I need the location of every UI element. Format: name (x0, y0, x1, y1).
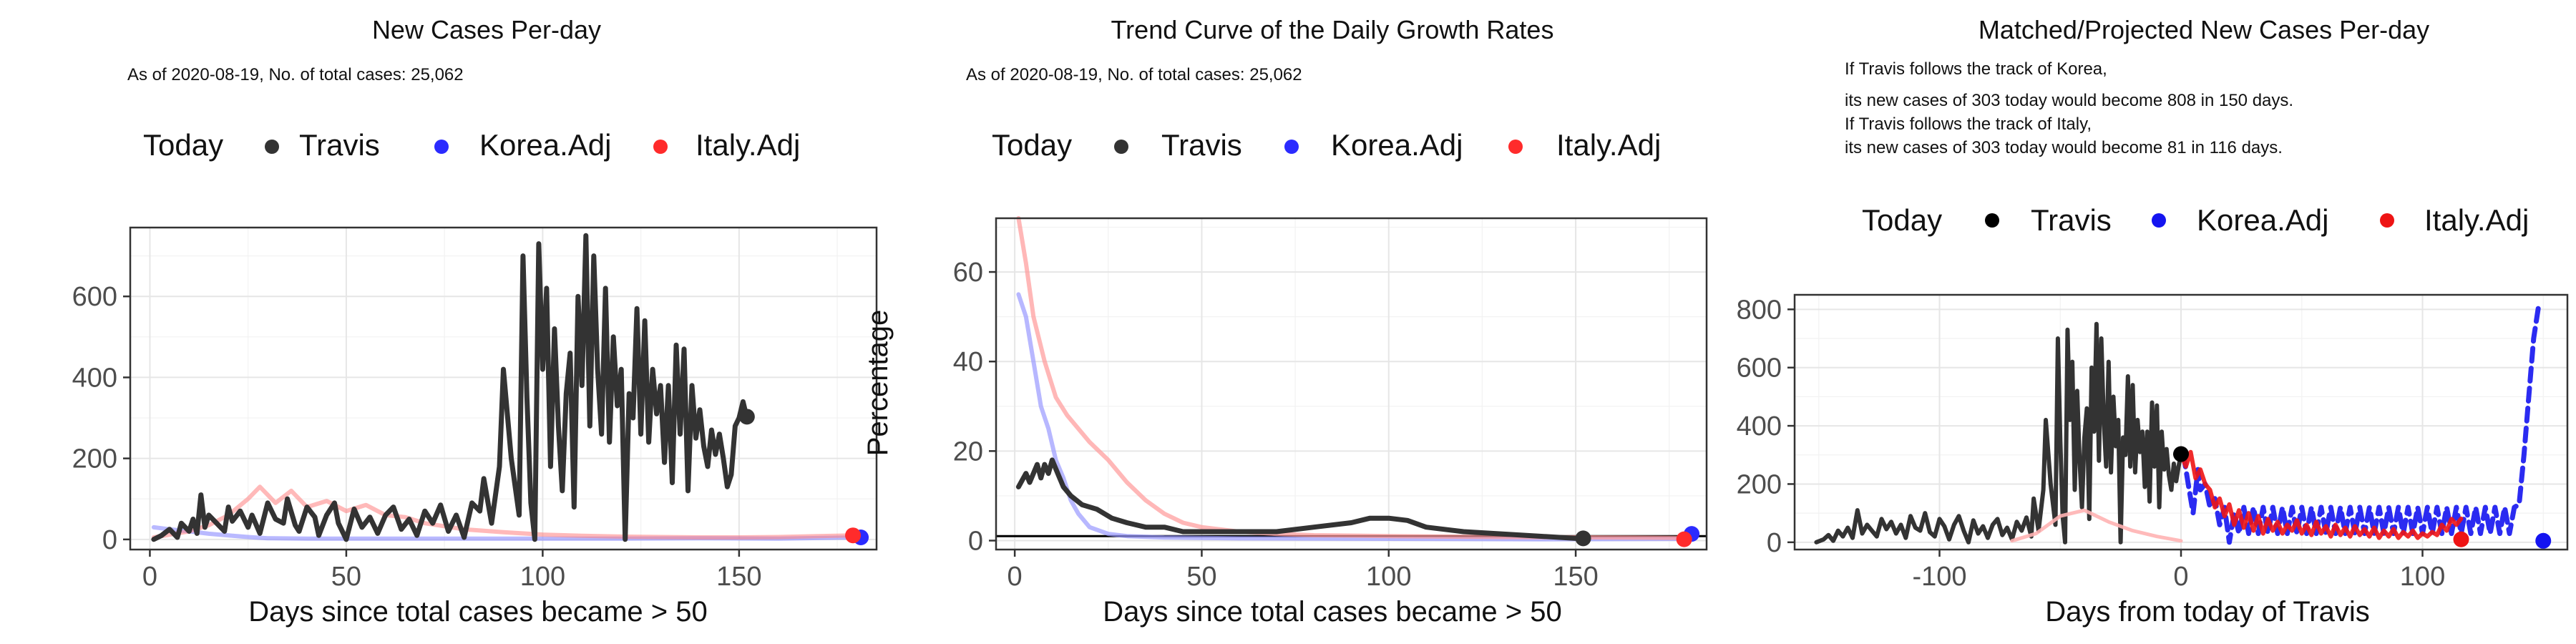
middle-legend-title: Today (992, 128, 1072, 162)
right-today-point-travis (2173, 446, 2189, 462)
left-y-tick-label: 400 (72, 363, 117, 393)
middle-y-tick-label: 0 (968, 526, 983, 556)
left-today-point-travis (738, 409, 755, 425)
right-subtitle-line-2: its new cases of 303 today would become … (1845, 91, 2293, 110)
right-subtitle-line-3: If Travis follows the track of Italy, (1845, 114, 2092, 134)
right-legend-key-travis (1985, 213, 1999, 228)
middle-legend-key-italy (1508, 140, 1523, 154)
right-x-tick-label: 100 (2400, 562, 2445, 592)
right-x-tick-label: -100 (1912, 562, 1966, 592)
middle-plot-panel: 0 50 100 150 0 20 40 60 (953, 216, 1708, 592)
middle-x-axis-label: Days since total cases became > 50 (1103, 596, 1561, 628)
left-legend-label-travis: Travis (299, 128, 380, 162)
right-legend-title: Today (1862, 203, 1942, 237)
middle-panel-title: Trend Curve of the Daily Growth Rates (1111, 15, 1554, 44)
middle-y-tick-label: 40 (953, 347, 983, 377)
middle-y-tick-label: 20 (953, 436, 983, 467)
right-legend-label-italy: Italy.Adj (2424, 203, 2529, 237)
middle-y-tick-label: 60 (953, 258, 983, 288)
middle-series-line-travis (1015, 457, 1586, 541)
middle-x-tick-label: 150 (1553, 562, 1598, 592)
left-x-tick-label: 100 (520, 562, 565, 592)
right-x-axis-label: Days from today of Travis (2045, 596, 2369, 628)
middle-panel-border (995, 217, 1708, 551)
right-plot-panel: -100 0 100 0 200 400 600 800 (1737, 293, 2569, 592)
middle-legend-label-korea: Korea.Adj (1331, 128, 1463, 162)
left-legend-label-italy: Italy.Adj (696, 128, 800, 162)
middle-legend-key-travis (1114, 140, 1128, 154)
left-legend-title: Today (143, 128, 223, 162)
right-series-line-italy-adj (2179, 449, 2464, 540)
middle-series-line-italy-adj (1016, 216, 1687, 540)
right-legend-key-italy (2380, 213, 2394, 228)
middle-y-axis-label: Percentage (862, 310, 894, 457)
right-x-tick-label: 0 (2173, 562, 2188, 592)
left-panel-border (129, 226, 878, 551)
middle-today-point-italy-adj (1676, 531, 1692, 547)
right-y-tick-label: 400 (1737, 411, 1782, 441)
middle-x-tick-label: 0 (1008, 562, 1023, 592)
left-today-point-italy-adj (845, 527, 862, 544)
left-y-tick-label: 200 (72, 444, 117, 474)
middle-plot-background (996, 218, 1707, 550)
right-subtitle-line-4: its new cases of 303 today would become … (1845, 138, 2283, 157)
middle-legend-label-travis: Travis (1161, 128, 1242, 162)
left-x-tick-label: 50 (331, 562, 361, 592)
left-y-tick-label: 600 (72, 282, 117, 312)
middle-x-tick-label: 100 (1366, 562, 1411, 592)
right-legend-label-travis: Travis (2031, 203, 2112, 237)
right-panel-title: Matched/Projected New Cases Per-day (1979, 15, 2429, 44)
left-panel-subtitle: As of 2020-08-19, No. of total cases: 25… (127, 65, 464, 84)
right-y-tick-label: 800 (1737, 295, 1782, 325)
middle-legend-key-korea (1284, 140, 1299, 154)
left-series-line-travis (151, 233, 750, 542)
right-series-line-travis-tail (2010, 508, 2183, 543)
right-legend: Today Travis Korea.Adj Italy.Adj (1862, 203, 2529, 237)
right-today-point-korea-adj (2535, 532, 2552, 549)
left-legend-key-travis (265, 140, 279, 154)
left-x-axis-label: Days since total cases became > 50 (248, 596, 707, 628)
right-today-point-italy-adj (2453, 531, 2469, 547)
right-y-tick-label: 200 (1737, 469, 1782, 499)
middle-legend-label-italy: Italy.Adj (1556, 128, 1661, 162)
left-x-tick-label: 0 (142, 562, 157, 592)
middle-legend: Today Travis Korea.Adj Italy.Adj (992, 128, 1661, 162)
right-series-line-travis (1814, 321, 2183, 545)
middle-panel-subtitle: As of 2020-08-19, No. of total cases: 25… (966, 65, 1302, 84)
middle-today-point-travis (1575, 530, 1591, 547)
left-panel-title: New Cases Per-day (372, 15, 601, 44)
right-y-tick-label: 600 (1737, 353, 1782, 384)
right-legend-label-korea: Korea.Adj (2197, 203, 2328, 237)
right-panel-border (1793, 293, 2569, 551)
left-legend-label-korea: Korea.Adj (479, 128, 611, 162)
left-y-tick-label: 0 (102, 525, 117, 555)
left-legend-key-korea (434, 140, 449, 154)
left-legend: Today Travis Korea.Adj Italy.Adj (143, 128, 800, 162)
left-legend-key-italy (653, 140, 668, 154)
middle-x-tick-label: 50 (1186, 562, 1216, 592)
left-x-tick-label: 150 (716, 562, 761, 592)
right-legend-key-korea (2152, 213, 2166, 228)
middle-series-line-korea-adj (1016, 292, 1694, 542)
right-y-tick-label: 0 (1767, 528, 1782, 558)
right-subtitle-line-1: If Travis follows the track of Korea, (1845, 59, 2107, 79)
left-plot-panel: 0 50 100 150 0 200 400 600 (72, 226, 878, 592)
